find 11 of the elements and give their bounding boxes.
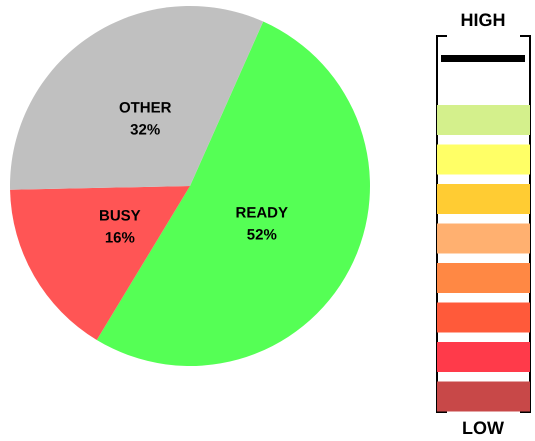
pie-slice xyxy=(96,22,370,366)
slice-label: READY xyxy=(236,204,288,222)
pie-slice xyxy=(10,186,190,340)
pie-slice xyxy=(10,6,264,190)
text: HIGH xyxy=(460,10,506,30)
data-label: 32% xyxy=(130,122,160,139)
slice-label: BUSY xyxy=(99,208,141,224)
data-label: 52% xyxy=(246,226,277,244)
slice-label: OTHER xyxy=(118,100,172,117)
text: LOW xyxy=(462,418,504,438)
data-label: 16% xyxy=(104,230,135,246)
